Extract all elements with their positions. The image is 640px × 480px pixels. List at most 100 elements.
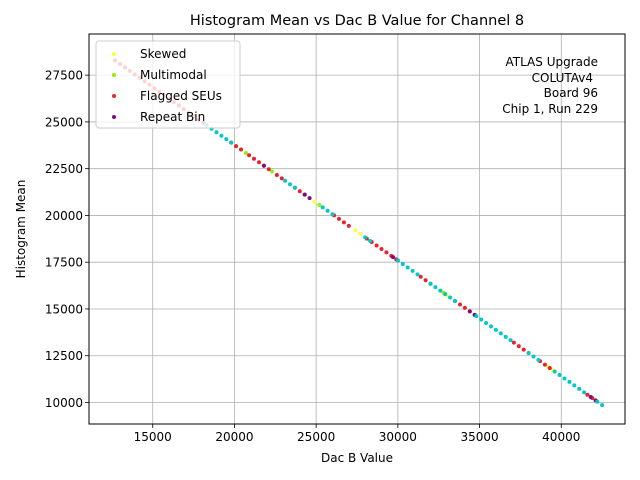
data-point-standard xyxy=(503,334,508,339)
x-tick-label: 40000 xyxy=(542,430,580,444)
data-point-flagged-seus xyxy=(239,147,243,152)
data-point-flagged-seus xyxy=(234,144,239,149)
data-point-standard xyxy=(552,369,557,374)
data-point-repeat-bin xyxy=(467,309,472,314)
data-point-standard xyxy=(292,185,297,190)
data-point-flagged-seus xyxy=(547,366,552,371)
data-point-repeat-bin xyxy=(307,196,312,201)
data-point-standard xyxy=(368,238,373,243)
data-point-standard xyxy=(489,324,493,329)
data-point-multimodal xyxy=(270,169,274,174)
data-point-flagged-seus xyxy=(252,156,256,161)
y-tick-label: 15000 xyxy=(45,302,83,316)
legend-label-multimodal: Multimodal xyxy=(140,68,207,82)
data-point-multimodal xyxy=(317,203,322,207)
data-point-flagged-seus xyxy=(542,362,547,367)
data-point-standard xyxy=(443,292,448,297)
data-point-standard xyxy=(498,331,503,336)
data-point-flagged-seus xyxy=(423,278,428,283)
data-point-standard xyxy=(288,182,292,187)
data-point-standard xyxy=(567,379,572,384)
data-point-standard xyxy=(562,376,567,381)
legend-label-flagged-seus: Flagged SEUs xyxy=(140,89,222,103)
data-point-flagged-seus xyxy=(458,302,462,307)
x-axis-ticks: 15000 20000 25000 30000 35000 40000 xyxy=(134,424,580,444)
x-tick-label: 35000 xyxy=(460,430,498,444)
data-point-standard xyxy=(224,137,229,142)
y-tick-label: 22500 xyxy=(45,162,83,176)
data-point-repeat-bin xyxy=(588,395,593,399)
chart-title: Histogram Mean vs Dac B Value for Channe… xyxy=(190,13,524,29)
data-point-flagged-seus xyxy=(337,216,341,221)
legend-label-skewed: Skewed xyxy=(140,47,186,61)
data-point-flagged-seus xyxy=(521,347,526,352)
y-axis-ticks: 10000 12500 15000 17500 20000 22500 25000 27500 xyxy=(45,69,89,410)
data-point-flagged-seus xyxy=(266,167,271,172)
legend-marker-multimodal xyxy=(112,73,116,77)
data-point-standard xyxy=(214,130,219,135)
y-tick-label: 12500 xyxy=(45,349,83,363)
data-point-standard xyxy=(363,235,368,240)
legend-marker-repeat-bin xyxy=(112,115,116,119)
run-annotation: ATLAS Upgrade COLUTAv4 Board 96 Chip 1, … xyxy=(502,55,598,116)
data-point-standard xyxy=(595,399,600,404)
data-point-flagged-seus xyxy=(511,340,516,345)
data-point-flagged-seus xyxy=(418,274,423,279)
data-point-standard xyxy=(438,288,443,293)
data-point-flagged-seus xyxy=(297,189,302,194)
data-point-skewed xyxy=(312,199,317,204)
data-point-standard xyxy=(283,178,288,183)
data-point-standard xyxy=(577,386,582,391)
plot-frame xyxy=(88,33,626,425)
y-tick-label: 20000 xyxy=(45,209,83,223)
data-point-standard xyxy=(320,205,325,210)
x-tick-label: 30000 xyxy=(379,430,417,444)
annotation-line: COLUTAv4 xyxy=(532,71,593,85)
data-point-standard xyxy=(557,373,562,377)
y-tick-label: 10000 xyxy=(45,396,83,410)
x-axis-label: Dac B Value xyxy=(321,451,393,465)
data-point-flagged-seus xyxy=(462,305,467,310)
data-point-skewed xyxy=(353,228,358,233)
data-point-standard xyxy=(600,403,605,408)
annotation-line: Board 96 xyxy=(544,86,598,100)
y-tick-label: 17500 xyxy=(45,256,83,270)
data-point-skewed xyxy=(358,231,363,236)
legend-marker-flagged-seus xyxy=(112,94,116,98)
data-point-standard xyxy=(493,327,498,332)
series-standard xyxy=(204,123,605,408)
annotation-line: ATLAS Upgrade xyxy=(505,55,598,69)
legend-frame xyxy=(95,40,241,129)
x-tick-label: 20000 xyxy=(215,430,253,444)
data-point-standard xyxy=(410,268,415,273)
data-point-standard xyxy=(582,390,587,395)
legend-marker-skewed xyxy=(112,52,116,56)
data-point-standard xyxy=(433,285,438,290)
data-point-flagged-seus xyxy=(374,243,379,248)
x-tick-label: 15000 xyxy=(134,430,172,444)
data-point-flagged-seus xyxy=(379,247,384,251)
data-point-standard xyxy=(508,338,513,343)
data-point-standard xyxy=(453,299,457,303)
data-point-flagged-seus xyxy=(247,153,252,158)
data-point-repeat-bin xyxy=(391,255,395,260)
data-point-standard xyxy=(415,272,420,277)
data-point-multimodal xyxy=(243,151,248,155)
data-point-flagged-seus xyxy=(516,344,521,349)
grid-lines xyxy=(89,34,625,424)
x-tick-label: 25000 xyxy=(297,430,335,444)
data-point-standard xyxy=(448,295,453,300)
data-point-flagged-seus xyxy=(384,250,389,255)
data-point-standard xyxy=(536,358,541,362)
data-point-standard xyxy=(572,383,577,388)
data-point-flagged-seus xyxy=(346,223,351,228)
data-point-standard xyxy=(428,281,433,286)
data-point-standard xyxy=(330,212,335,217)
annotation-line: Chip 1, Run 229 xyxy=(502,102,598,116)
data-point-flagged-seus xyxy=(341,220,346,225)
legend-label-repeat-bin: Repeat Bin xyxy=(140,110,205,124)
y-axis-label: Histogram Mean xyxy=(14,180,28,279)
data-point-flagged-seus xyxy=(279,176,284,181)
data-point-standard xyxy=(400,262,405,266)
